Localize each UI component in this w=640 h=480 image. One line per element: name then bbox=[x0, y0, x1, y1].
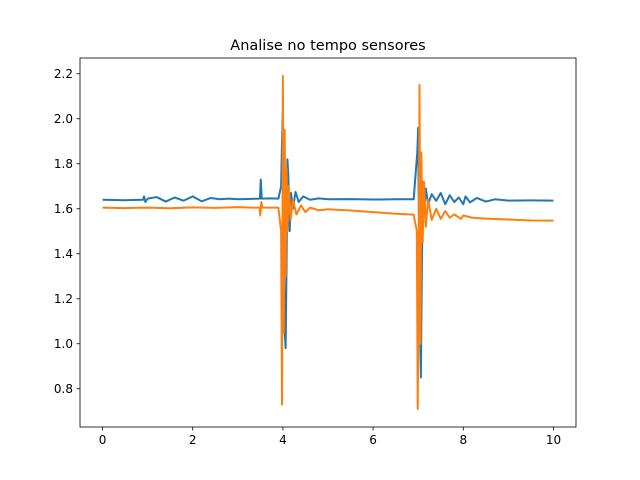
y-tick-label: 1.2 bbox=[54, 292, 73, 306]
x-tick-label: 6 bbox=[369, 433, 377, 447]
x-tick-label: 8 bbox=[459, 433, 467, 447]
y-tick-label: 2.0 bbox=[54, 112, 73, 126]
y-tick-label: 1.6 bbox=[54, 202, 73, 216]
series-line-2 bbox=[102, 75, 554, 410]
y-tick-label: 1.0 bbox=[54, 337, 73, 351]
x-tick-label: 10 bbox=[546, 433, 561, 447]
y-tick-label: 1.8 bbox=[54, 157, 73, 171]
plot-frame bbox=[79, 57, 577, 428]
x-tick-label: 4 bbox=[279, 433, 287, 447]
x-tick-label: 0 bbox=[99, 433, 107, 447]
y-tick-label: 0.8 bbox=[54, 382, 73, 396]
chart-title: Analise no tempo sensores bbox=[230, 38, 425, 54]
x-tick-label: 2 bbox=[189, 433, 197, 447]
axes-layer: 0 2 4 6 8 10 0.8 1.0 1.2 1.4 1.6 1.8 2.0 2.2 bbox=[54, 57, 577, 447]
series-line-1 bbox=[102, 108, 554, 379]
y-tick-label: 1.4 bbox=[54, 247, 73, 261]
series-layer bbox=[102, 75, 554, 410]
y-tick-label: 2.2 bbox=[54, 67, 73, 81]
